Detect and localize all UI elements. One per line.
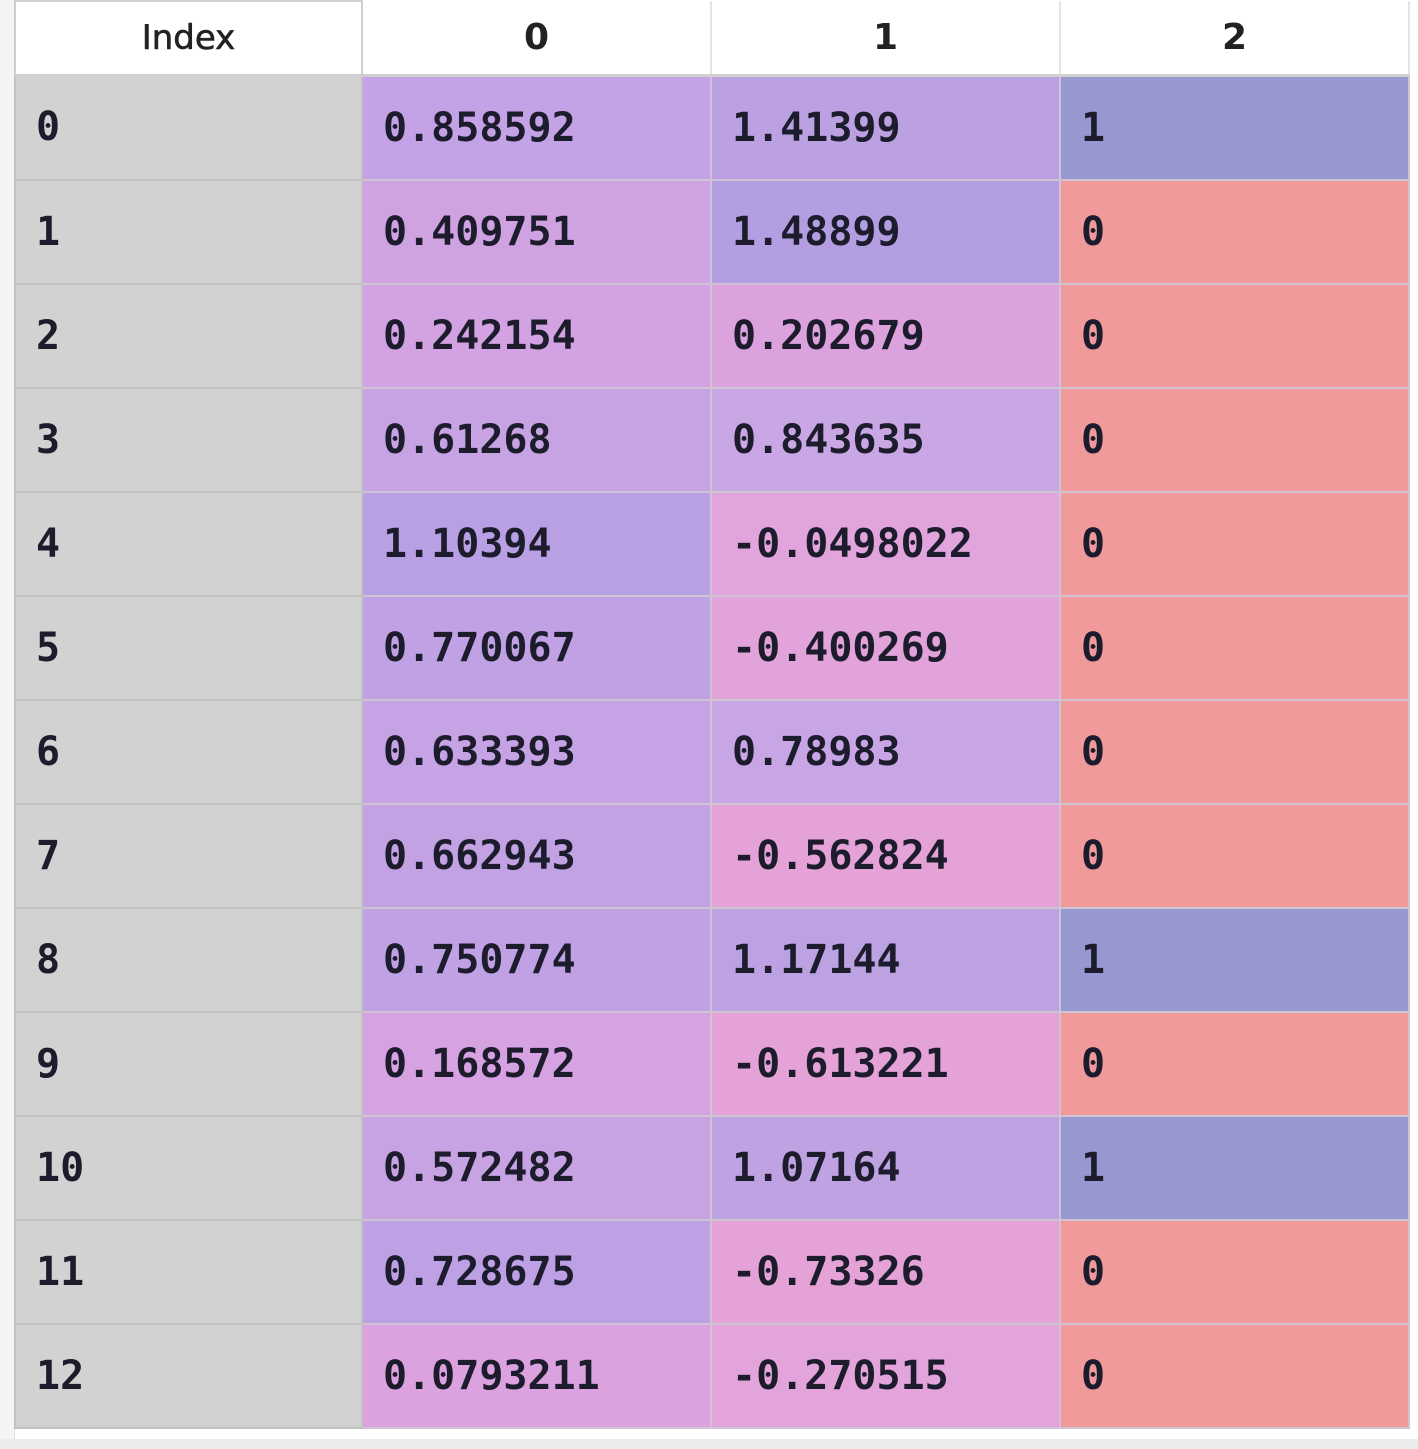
- left-gutter: [0, 0, 15, 1449]
- cell-col-2[interactable]: 1: [1059, 906, 1410, 1013]
- row-index-cell[interactable]: 10: [14, 1114, 363, 1221]
- table-row[interactable]: 2 0.242154 0.202679 0: [14, 282, 1410, 389]
- table-row[interactable]: 1 0.409751 1.48899 0: [14, 178, 1410, 285]
- row-index-cell[interactable]: 4: [14, 490, 363, 597]
- cell-col-0[interactable]: 0.633393: [361, 698, 712, 805]
- cell-col-1[interactable]: -0.613221: [710, 1010, 1061, 1117]
- table-row[interactable]: 10 0.572482 1.07164 1: [14, 1114, 1410, 1221]
- cell-col-1[interactable]: -0.400269: [710, 594, 1061, 701]
- cell-col-1[interactable]: -0.0498022: [710, 490, 1061, 597]
- cell-col-2[interactable]: 1: [1059, 1114, 1410, 1221]
- cell-col-2[interactable]: 0: [1059, 594, 1410, 701]
- row-index-cell[interactable]: 2: [14, 282, 363, 389]
- cell-col-2[interactable]: 0: [1059, 490, 1410, 597]
- cell-col-2[interactable]: 0: [1059, 1010, 1410, 1117]
- bottom-edge: [0, 1439, 1418, 1449]
- header-row: Index 0 1 2: [14, 0, 1410, 77]
- column-header-1[interactable]: 1: [710, 1, 1061, 77]
- cell-col-0[interactable]: 1.10394: [361, 490, 712, 597]
- cell-col-1[interactable]: 1.17144: [710, 906, 1061, 1013]
- column-header-2[interactable]: 2: [1059, 1, 1410, 77]
- row-index-cell[interactable]: 12: [14, 1322, 363, 1429]
- table-row[interactable]: 11 0.728675 -0.73326 0: [14, 1218, 1410, 1325]
- row-index-cell[interactable]: 8: [14, 906, 363, 1013]
- cell-col-0[interactable]: 0.242154: [361, 282, 712, 389]
- cell-col-0[interactable]: 0.750774: [361, 906, 712, 1013]
- cell-col-0[interactable]: 0.858592: [361, 74, 712, 181]
- row-index-cell[interactable]: 3: [14, 386, 363, 493]
- row-index-cell[interactable]: 5: [14, 594, 363, 701]
- cell-col-0[interactable]: 0.409751: [361, 178, 712, 285]
- row-index-cell[interactable]: 9: [14, 1010, 363, 1117]
- cell-col-2[interactable]: 0: [1059, 282, 1410, 389]
- cell-col-0[interactable]: 0.662943: [361, 802, 712, 909]
- table-row[interactable]: 6 0.633393 0.78983 0: [14, 698, 1410, 805]
- cell-col-0[interactable]: 0.61268: [361, 386, 712, 493]
- cell-col-2[interactable]: 0: [1059, 386, 1410, 493]
- cell-col-1[interactable]: 1.41399: [710, 74, 1061, 181]
- cell-col-2[interactable]: 0: [1059, 698, 1410, 805]
- cell-col-0[interactable]: 0.770067: [361, 594, 712, 701]
- cell-col-1[interactable]: 0.202679: [710, 282, 1061, 389]
- cell-col-1[interactable]: 1.48899: [710, 178, 1061, 285]
- cell-col-1[interactable]: -0.270515: [710, 1322, 1061, 1429]
- cell-col-2[interactable]: 0: [1059, 1218, 1410, 1325]
- row-index-cell[interactable]: 11: [14, 1218, 363, 1325]
- dataframe-grid: Index 0 1 2 0 0.858592 1.41399 1 1 0.409751 1.…: [14, 0, 1410, 1429]
- cell-col-2[interactable]: 0: [1059, 178, 1410, 285]
- cell-col-1[interactable]: 1.07164: [710, 1114, 1061, 1221]
- table-row[interactable]: 7 0.662943 -0.562824 0: [14, 802, 1410, 909]
- row-index-cell[interactable]: 1: [14, 178, 363, 285]
- table-row[interactable]: 9 0.168572 -0.613221 0: [14, 1010, 1410, 1117]
- table-row[interactable]: 12 0.0793211 -0.270515 0: [14, 1322, 1410, 1429]
- cell-col-0[interactable]: 0.572482: [361, 1114, 712, 1221]
- table-row[interactable]: 8 0.750774 1.17144 1: [14, 906, 1410, 1013]
- cell-col-2[interactable]: 1: [1059, 74, 1410, 181]
- cell-col-1[interactable]: 0.78983: [710, 698, 1061, 805]
- cell-col-1[interactable]: -0.73326: [710, 1218, 1061, 1325]
- row-index-cell[interactable]: 7: [14, 802, 363, 909]
- table-row[interactable]: 5 0.770067 -0.400269 0: [14, 594, 1410, 701]
- row-index-cell[interactable]: 6: [14, 698, 363, 805]
- table-row[interactable]: 4 1.10394 -0.0498022 0: [14, 490, 1410, 597]
- cell-col-0[interactable]: 0.168572: [361, 1010, 712, 1117]
- cell-col-2[interactable]: 0: [1059, 1322, 1410, 1429]
- cell-col-2[interactable]: 0: [1059, 802, 1410, 909]
- cell-col-0[interactable]: 0.728675: [361, 1218, 712, 1325]
- cell-col-0[interactable]: 0.0793211: [361, 1322, 712, 1429]
- table-row[interactable]: 0 0.858592 1.41399 1: [14, 74, 1410, 181]
- table-row[interactable]: 3 0.61268 0.843635 0: [14, 386, 1410, 493]
- cell-col-1[interactable]: -0.562824: [710, 802, 1061, 909]
- column-header-0[interactable]: 0: [361, 1, 712, 77]
- row-index-cell[interactable]: 0: [14, 74, 363, 181]
- cell-col-1[interactable]: 0.843635: [710, 386, 1061, 493]
- column-header-index[interactable]: Index: [14, 0, 363, 76]
